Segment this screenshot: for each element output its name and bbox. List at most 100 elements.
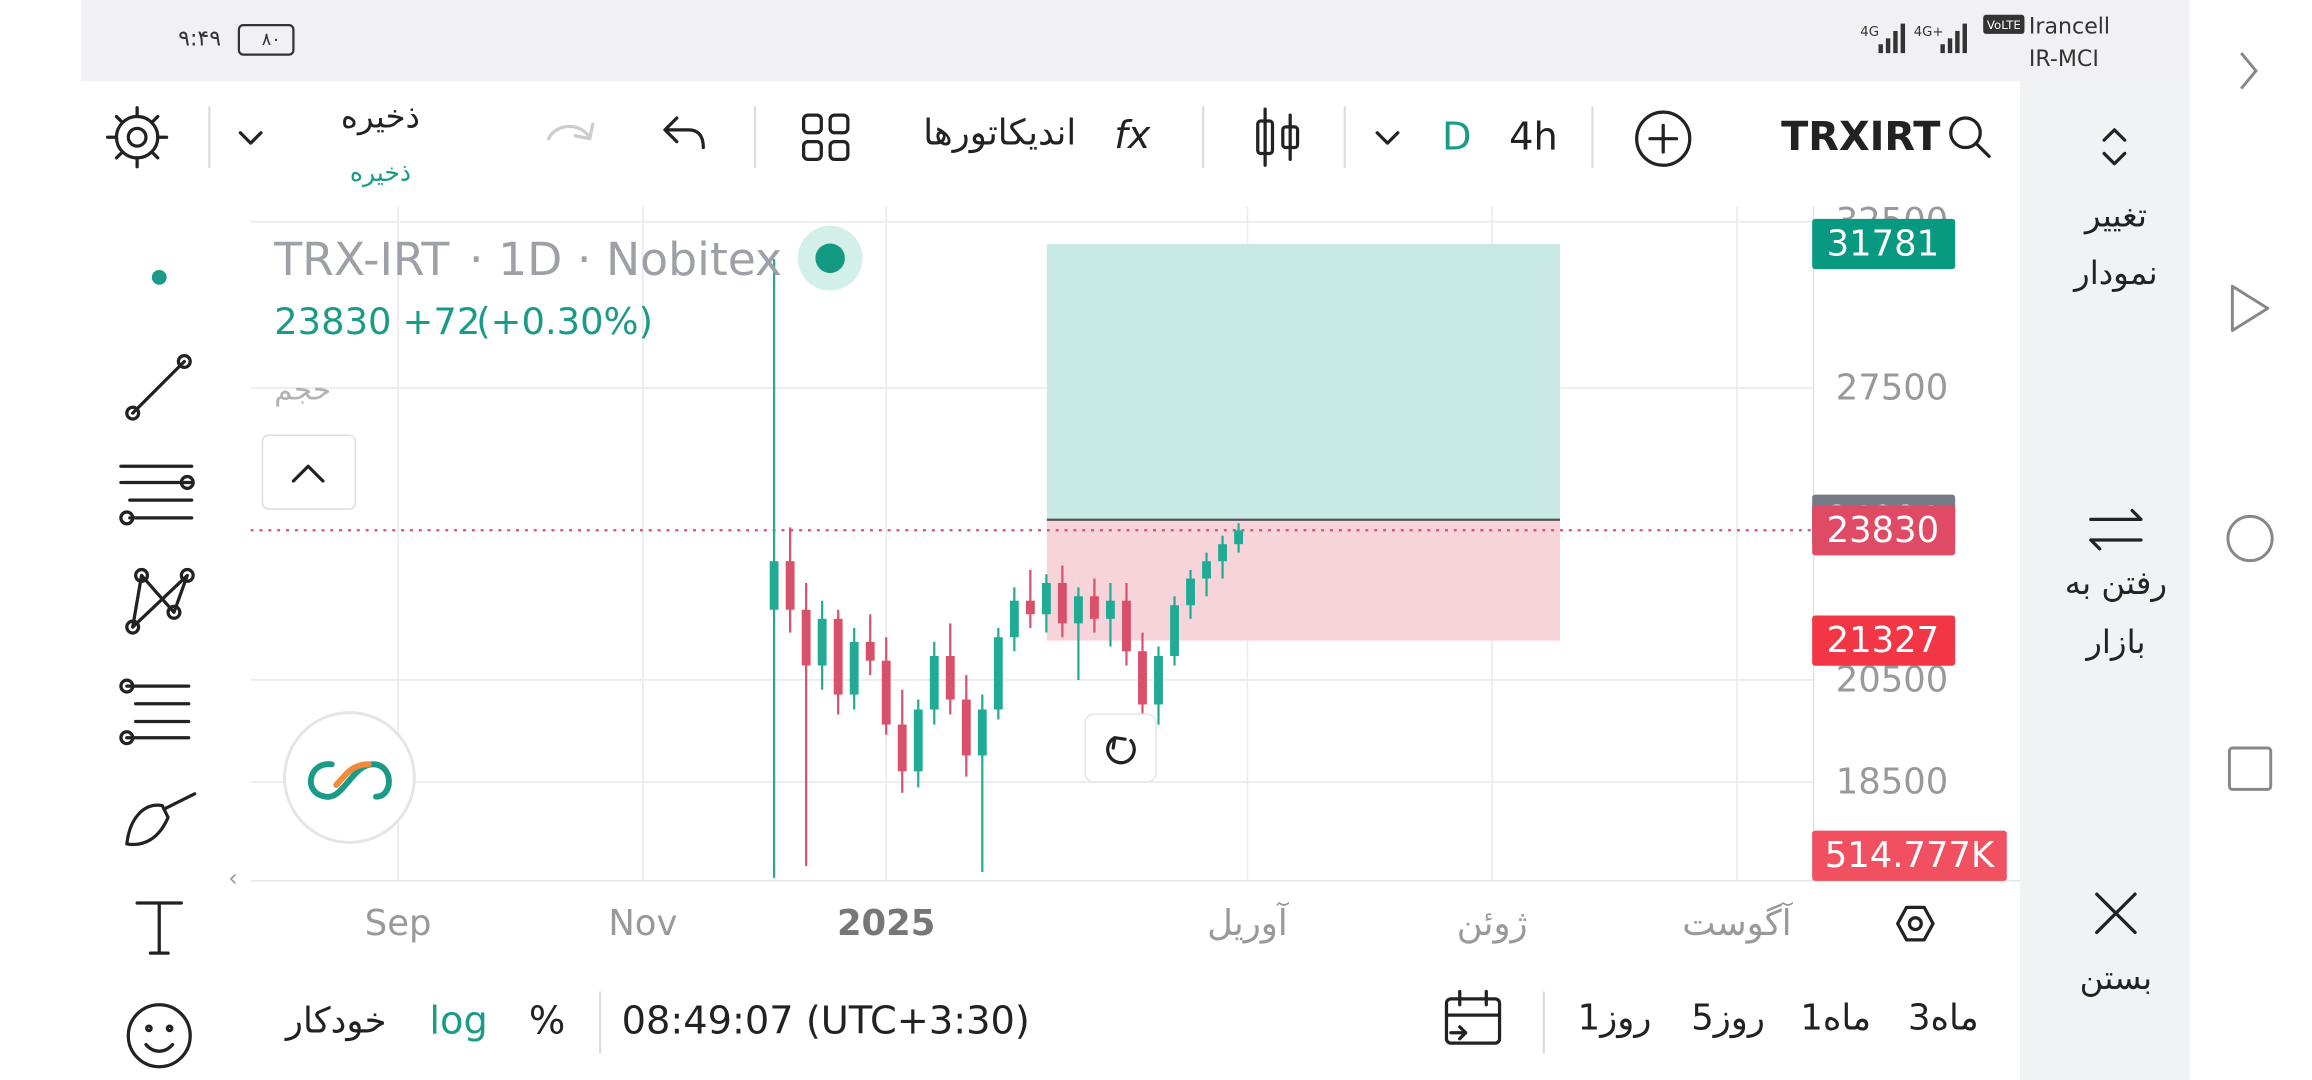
- candle-body: [881, 660, 891, 725]
- volume-tag: [1812, 830, 2007, 881]
- network: 4G+: [1914, 25, 1944, 40]
- candle-body: [833, 618, 843, 695]
- fx-button[interactable]: fx: [1114, 113, 1150, 158]
- percent-toggle[interactable]: %: [529, 998, 565, 1043]
- chart-subtitle: · 1D · Nobitex: [469, 233, 782, 286]
- last-price: 23830: [274, 300, 391, 343]
- axis-settings[interactable]: [1896, 905, 1935, 942]
- change-chart[interactable]: نمودار: [2072, 254, 2158, 292]
- redo-button[interactable]: [546, 122, 595, 141]
- battery-level: ۸۰: [262, 30, 281, 50]
- close-button[interactable]: بستن: [2080, 959, 2152, 997]
- go-market-icon: [2089, 508, 2143, 551]
- interval-button[interactable]: 4h: [1509, 115, 1558, 160]
- reset-button[interactable]: [1084, 713, 1157, 783]
- text-tool[interactable]: [135, 901, 183, 955]
- brush-tool[interactable]: [125, 792, 197, 847]
- range-button[interactable]: 3ماه: [1908, 998, 1979, 1039]
- candle-body: [1073, 596, 1083, 624]
- volte-badge: [1983, 14, 2025, 34]
- candle-body: [785, 561, 795, 610]
- save-button[interactable]: ذخیره: [341, 98, 420, 136]
- battery: [237, 23, 295, 56]
- auto-toggle[interactable]: خودکار: [284, 1000, 387, 1041]
- go-market[interactable]: رفتن به: [2065, 564, 2167, 602]
- date-range-button[interactable]: [1444, 989, 1502, 1045]
- side-panel: [2020, 81, 2190, 1080]
- candle-body: [1186, 578, 1195, 606]
- chart-type-button[interactable]: [1256, 107, 1300, 167]
- nav-recent[interactable]: [2227, 746, 2273, 791]
- x-tick-label: آگوست: [1682, 901, 1793, 944]
- candle-body: [769, 561, 779, 610]
- candle-body: [1154, 655, 1163, 705]
- candle-body: [977, 709, 987, 756]
- candle-body: [897, 724, 907, 772]
- candle-body: [1234, 530, 1243, 545]
- log-toggle[interactable]: log: [429, 998, 487, 1043]
- change-chart-icon: [2102, 128, 2127, 166]
- position-profit-zone: [1046, 243, 1561, 520]
- nav-back[interactable]: [2230, 284, 2270, 332]
- candle-body: [1057, 582, 1067, 624]
- target-tag-label: 31781: [1827, 223, 1940, 264]
- candle-body: [945, 655, 955, 700]
- x-tick-label: Sep: [365, 903, 432, 944]
- settings-button[interactable]: [106, 106, 169, 169]
- trendline-tool[interactable]: [125, 353, 192, 421]
- layout-button[interactable]: [801, 113, 850, 161]
- interval-menu[interactable]: [1375, 131, 1400, 145]
- range-button[interactable]: 5روز: [1691, 998, 1765, 1039]
- market-open-dot: [815, 243, 845, 273]
- target-tag: [1812, 218, 1956, 270]
- volume-title: حجم: [274, 373, 331, 408]
- lines-tool[interactable]: [119, 464, 195, 526]
- y-tick-label: 18500: [1836, 762, 1949, 803]
- clock: ۹:۴۹: [178, 25, 221, 51]
- candle-body: [1009, 600, 1019, 638]
- logo-mark: [307, 761, 392, 800]
- candle-body: [801, 609, 811, 666]
- clock: 08:49:07 (UTC+3:30): [622, 998, 1030, 1043]
- nav-home[interactable]: [2226, 514, 2274, 563]
- symbol-button[interactable]: TRXIRT: [1781, 114, 1940, 160]
- x-tick-label: آوریل: [1207, 901, 1290, 944]
- range-button[interactable]: 1ماه: [1800, 998, 1871, 1039]
- x-tick-label: ژوئن: [1457, 903, 1528, 944]
- x-tick-label: 2025: [837, 903, 935, 944]
- network: 4G: [1860, 25, 1879, 40]
- reset-icon: [1106, 736, 1136, 765]
- y-tick-label: 20500: [1836, 659, 1949, 700]
- candle-body: [1090, 596, 1099, 619]
- nav-expand[interactable]: [2240, 52, 2258, 90]
- go-market[interactable]: بازار: [2084, 623, 2145, 661]
- save-menu[interactable]: [238, 131, 263, 145]
- emoji-tool[interactable]: [126, 1003, 192, 1069]
- y-tick-label: 27500: [1836, 367, 1949, 408]
- candle-body: [929, 655, 939, 710]
- close-icon: [2095, 892, 2137, 935]
- cursor-tool[interactable]: [151, 270, 167, 285]
- change-chart[interactable]: تغییر: [2083, 196, 2147, 234]
- x-tick-label: Nov: [608, 903, 677, 944]
- fib-tool[interactable]: [119, 678, 191, 746]
- carrier: Irancell: [2029, 14, 2110, 40]
- price-change: +72: [403, 300, 481, 343]
- collapse-button[interactable]: [261, 434, 357, 510]
- carrier: IR-MCI: [2029, 46, 2099, 72]
- candle-body: [993, 637, 1003, 710]
- range-bar: 3ماه 1ماه 5روز 1روز: [1578, 998, 1979, 1039]
- candle-body: [817, 618, 827, 666]
- range-button[interactable]: 1روز: [1578, 998, 1652, 1039]
- candle-body: [1041, 582, 1051, 615]
- compare-button[interactable]: [1635, 110, 1692, 167]
- price-change-pct: (+0.30%): [476, 300, 653, 343]
- search-button[interactable]: [1949, 116, 1991, 159]
- pattern-tool[interactable]: [125, 567, 195, 635]
- undo-button[interactable]: [663, 116, 705, 150]
- indicators-button[interactable]: اندیکاتورها: [923, 112, 1076, 153]
- interval-button[interactable]: D: [1442, 115, 1472, 160]
- position-loss-zone: [1046, 519, 1561, 641]
